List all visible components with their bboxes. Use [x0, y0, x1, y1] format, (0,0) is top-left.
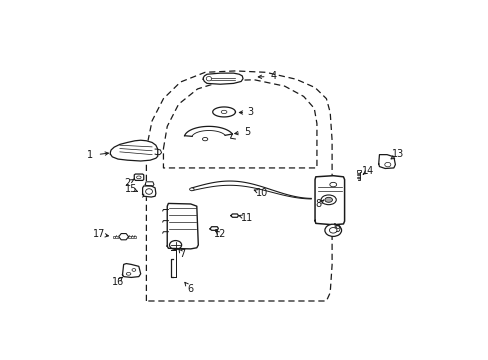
Text: 14: 14: [361, 166, 373, 176]
Text: 8: 8: [315, 199, 321, 209]
Text: 13: 13: [391, 149, 404, 159]
Polygon shape: [230, 214, 238, 217]
Ellipse shape: [136, 176, 141, 179]
Text: 1: 1: [86, 150, 92, 161]
Ellipse shape: [221, 110, 226, 114]
Text: 2: 2: [124, 178, 130, 188]
Text: 3: 3: [247, 108, 253, 117]
Polygon shape: [210, 227, 218, 230]
Ellipse shape: [132, 269, 136, 271]
Circle shape: [324, 224, 341, 237]
Polygon shape: [134, 174, 143, 180]
Text: 11: 11: [240, 213, 252, 223]
Ellipse shape: [321, 195, 336, 205]
Ellipse shape: [169, 240, 181, 249]
Text: 12: 12: [214, 229, 226, 239]
Ellipse shape: [384, 162, 390, 167]
Polygon shape: [314, 176, 344, 225]
Ellipse shape: [202, 138, 207, 141]
Ellipse shape: [206, 76, 211, 81]
Polygon shape: [110, 140, 158, 161]
Text: 17: 17: [93, 229, 105, 239]
Ellipse shape: [126, 273, 131, 275]
Text: 15: 15: [125, 184, 137, 194]
Text: 16: 16: [112, 276, 124, 287]
Polygon shape: [184, 126, 232, 136]
Text: 4: 4: [270, 72, 276, 81]
Ellipse shape: [189, 188, 194, 191]
Text: 5: 5: [243, 127, 249, 137]
Polygon shape: [119, 234, 128, 240]
Ellipse shape: [145, 189, 152, 194]
Polygon shape: [145, 182, 154, 186]
Polygon shape: [155, 149, 161, 155]
Text: 7: 7: [179, 249, 185, 259]
Polygon shape: [142, 186, 156, 197]
Polygon shape: [203, 73, 243, 84]
Polygon shape: [167, 203, 198, 249]
Text: 9: 9: [334, 224, 340, 234]
Text: 6: 6: [186, 284, 193, 293]
Ellipse shape: [324, 197, 332, 202]
Polygon shape: [212, 107, 235, 117]
Circle shape: [329, 228, 336, 233]
Text: 10: 10: [255, 188, 267, 198]
Polygon shape: [122, 264, 141, 278]
Polygon shape: [378, 155, 395, 168]
Ellipse shape: [329, 183, 336, 187]
Bar: [356, 170, 360, 172]
